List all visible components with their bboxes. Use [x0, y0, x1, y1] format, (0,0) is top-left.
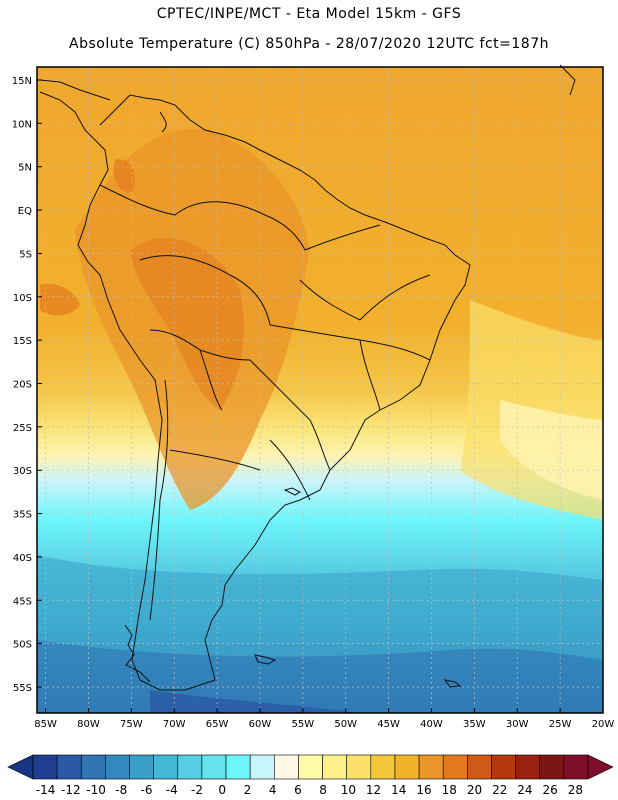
lon-label-25w: 25W — [549, 719, 572, 730]
colorbar-swatch — [370, 754, 396, 780]
colorbar-label: 26 — [543, 783, 558, 797]
lat-label-15s: 15S — [13, 336, 32, 347]
colorbar-swatch — [346, 754, 372, 780]
lon-label-40w: 40W — [420, 719, 443, 730]
lat-label-40s: 40S — [13, 553, 32, 564]
lat-label-eq: EQ — [18, 206, 32, 217]
lat-label-45s: 45S — [13, 596, 32, 607]
colorbar-label: 16 — [416, 783, 431, 797]
lon-label-65w: 65W — [206, 719, 229, 730]
colorbar-label: -8 — [115, 783, 127, 797]
lat-label-15n: 15N — [12, 76, 32, 87]
lon-label-75w: 75W — [120, 719, 143, 730]
lat-label-50s: 50S — [13, 640, 32, 651]
colorbar-label: -2 — [191, 783, 203, 797]
colorbar-swatch — [274, 754, 299, 780]
colorbar-label: 18 — [442, 783, 457, 797]
lon-label-20w: 20W — [592, 719, 615, 730]
colorbar-swatch — [394, 754, 420, 780]
colorbar-label: 14 — [391, 783, 406, 797]
colorbar-swatch — [153, 754, 179, 780]
longitude-axis: 85W 80W 75W 70W 65W 60W 55W 50W 45W 40W 35W 30W 25W 2… — [34, 708, 614, 730]
coastlines-borders — [39, 64, 576, 691]
colorbar: -14 -12 -10 -8 -6 -4 -2 0 2 4 6 8 10 12 14 16 18 20 22 24 26… — [7, 754, 614, 797]
colorbar-swatch — [539, 754, 565, 780]
colorbar-label: 4 — [269, 783, 277, 797]
colorbar-swatch — [249, 754, 275, 780]
graticule — [37, 67, 603, 713]
lat-label-25s: 25S — [13, 423, 32, 434]
colorbar-label: 20 — [467, 783, 482, 797]
colorbar-label: 8 — [319, 783, 327, 797]
lat-label-20s: 20S — [13, 379, 32, 390]
colorbar-swatch — [201, 754, 227, 780]
lon-label-70w: 70W — [163, 719, 186, 730]
colorbar-swatch — [442, 754, 468, 780]
colorbar-swatch — [56, 754, 82, 780]
lat-label-10n: 10N — [12, 119, 32, 130]
lon-label-60w: 60W — [249, 719, 272, 730]
colorbar-swatch — [418, 754, 444, 780]
lon-label-80w: 80W — [77, 719, 100, 730]
latitude-axis: 15N 10N 5N EQ 5S 10S 15S 20S 25S 30S 35S 40S 45S 50S 5… — [12, 76, 42, 694]
colorbar-swatch — [129, 754, 154, 780]
colorbar-swatch — [225, 754, 251, 780]
lat-label-10s: 10S — [13, 293, 32, 304]
colorbar-swatch — [322, 754, 347, 780]
colorbar-over-arrow — [587, 754, 614, 780]
map-title-line1: CPTEC/INPE/MCT - Eta Model 15km - GFS — [156, 6, 462, 22]
lat-label-30s: 30S — [13, 466, 32, 477]
colorbar-swatch — [105, 754, 130, 780]
colorbar-swatch — [563, 754, 589, 780]
colorbar-label: -10 — [86, 783, 106, 797]
colorbar-label: 0 — [218, 783, 226, 797]
colorbar-under-arrow — [7, 754, 34, 780]
colorbar-label: 24 — [517, 783, 532, 797]
plot-frame — [36, 66, 604, 714]
colorbar-swatch — [515, 754, 541, 780]
lon-label-50w: 50W — [334, 719, 357, 730]
colorbar-label: -14 — [36, 783, 56, 797]
colorbar-swatch — [491, 754, 516, 780]
colorbar-swatch — [80, 754, 106, 780]
colorbar-label: 10 — [341, 783, 356, 797]
lon-label-35w: 35W — [463, 719, 486, 730]
lat-label-5s: 5S — [19, 249, 32, 260]
lon-label-85w: 85W — [34, 719, 57, 730]
lat-label-35s: 35S — [13, 510, 32, 521]
colorbar-label: -12 — [61, 783, 81, 797]
temperature-field — [37, 67, 603, 713]
colorbar-label: 28 — [568, 783, 583, 797]
lon-label-55w: 55W — [292, 719, 315, 730]
lat-label-5n: 5N — [18, 163, 32, 174]
colorbar-label: 22 — [492, 783, 507, 797]
map-title-line2: Absolute Temperature (C) 850hPa - 28/07/… — [69, 36, 549, 52]
colorbar-swatch — [298, 754, 323, 780]
colorbar-label: -6 — [141, 783, 153, 797]
lon-label-30w: 30W — [506, 719, 529, 730]
colorbar-label: -4 — [166, 783, 178, 797]
lat-label-55s: 55S — [13, 683, 32, 694]
colorbar-swatch — [467, 754, 492, 780]
colorbar-label: 2 — [244, 783, 252, 797]
colorbar-label: 12 — [366, 783, 381, 797]
colorbar-swatch — [177, 754, 203, 780]
colorbar-swatch — [32, 754, 58, 780]
colorbar-label: 6 — [294, 783, 302, 797]
lon-label-45w: 45W — [377, 719, 400, 730]
